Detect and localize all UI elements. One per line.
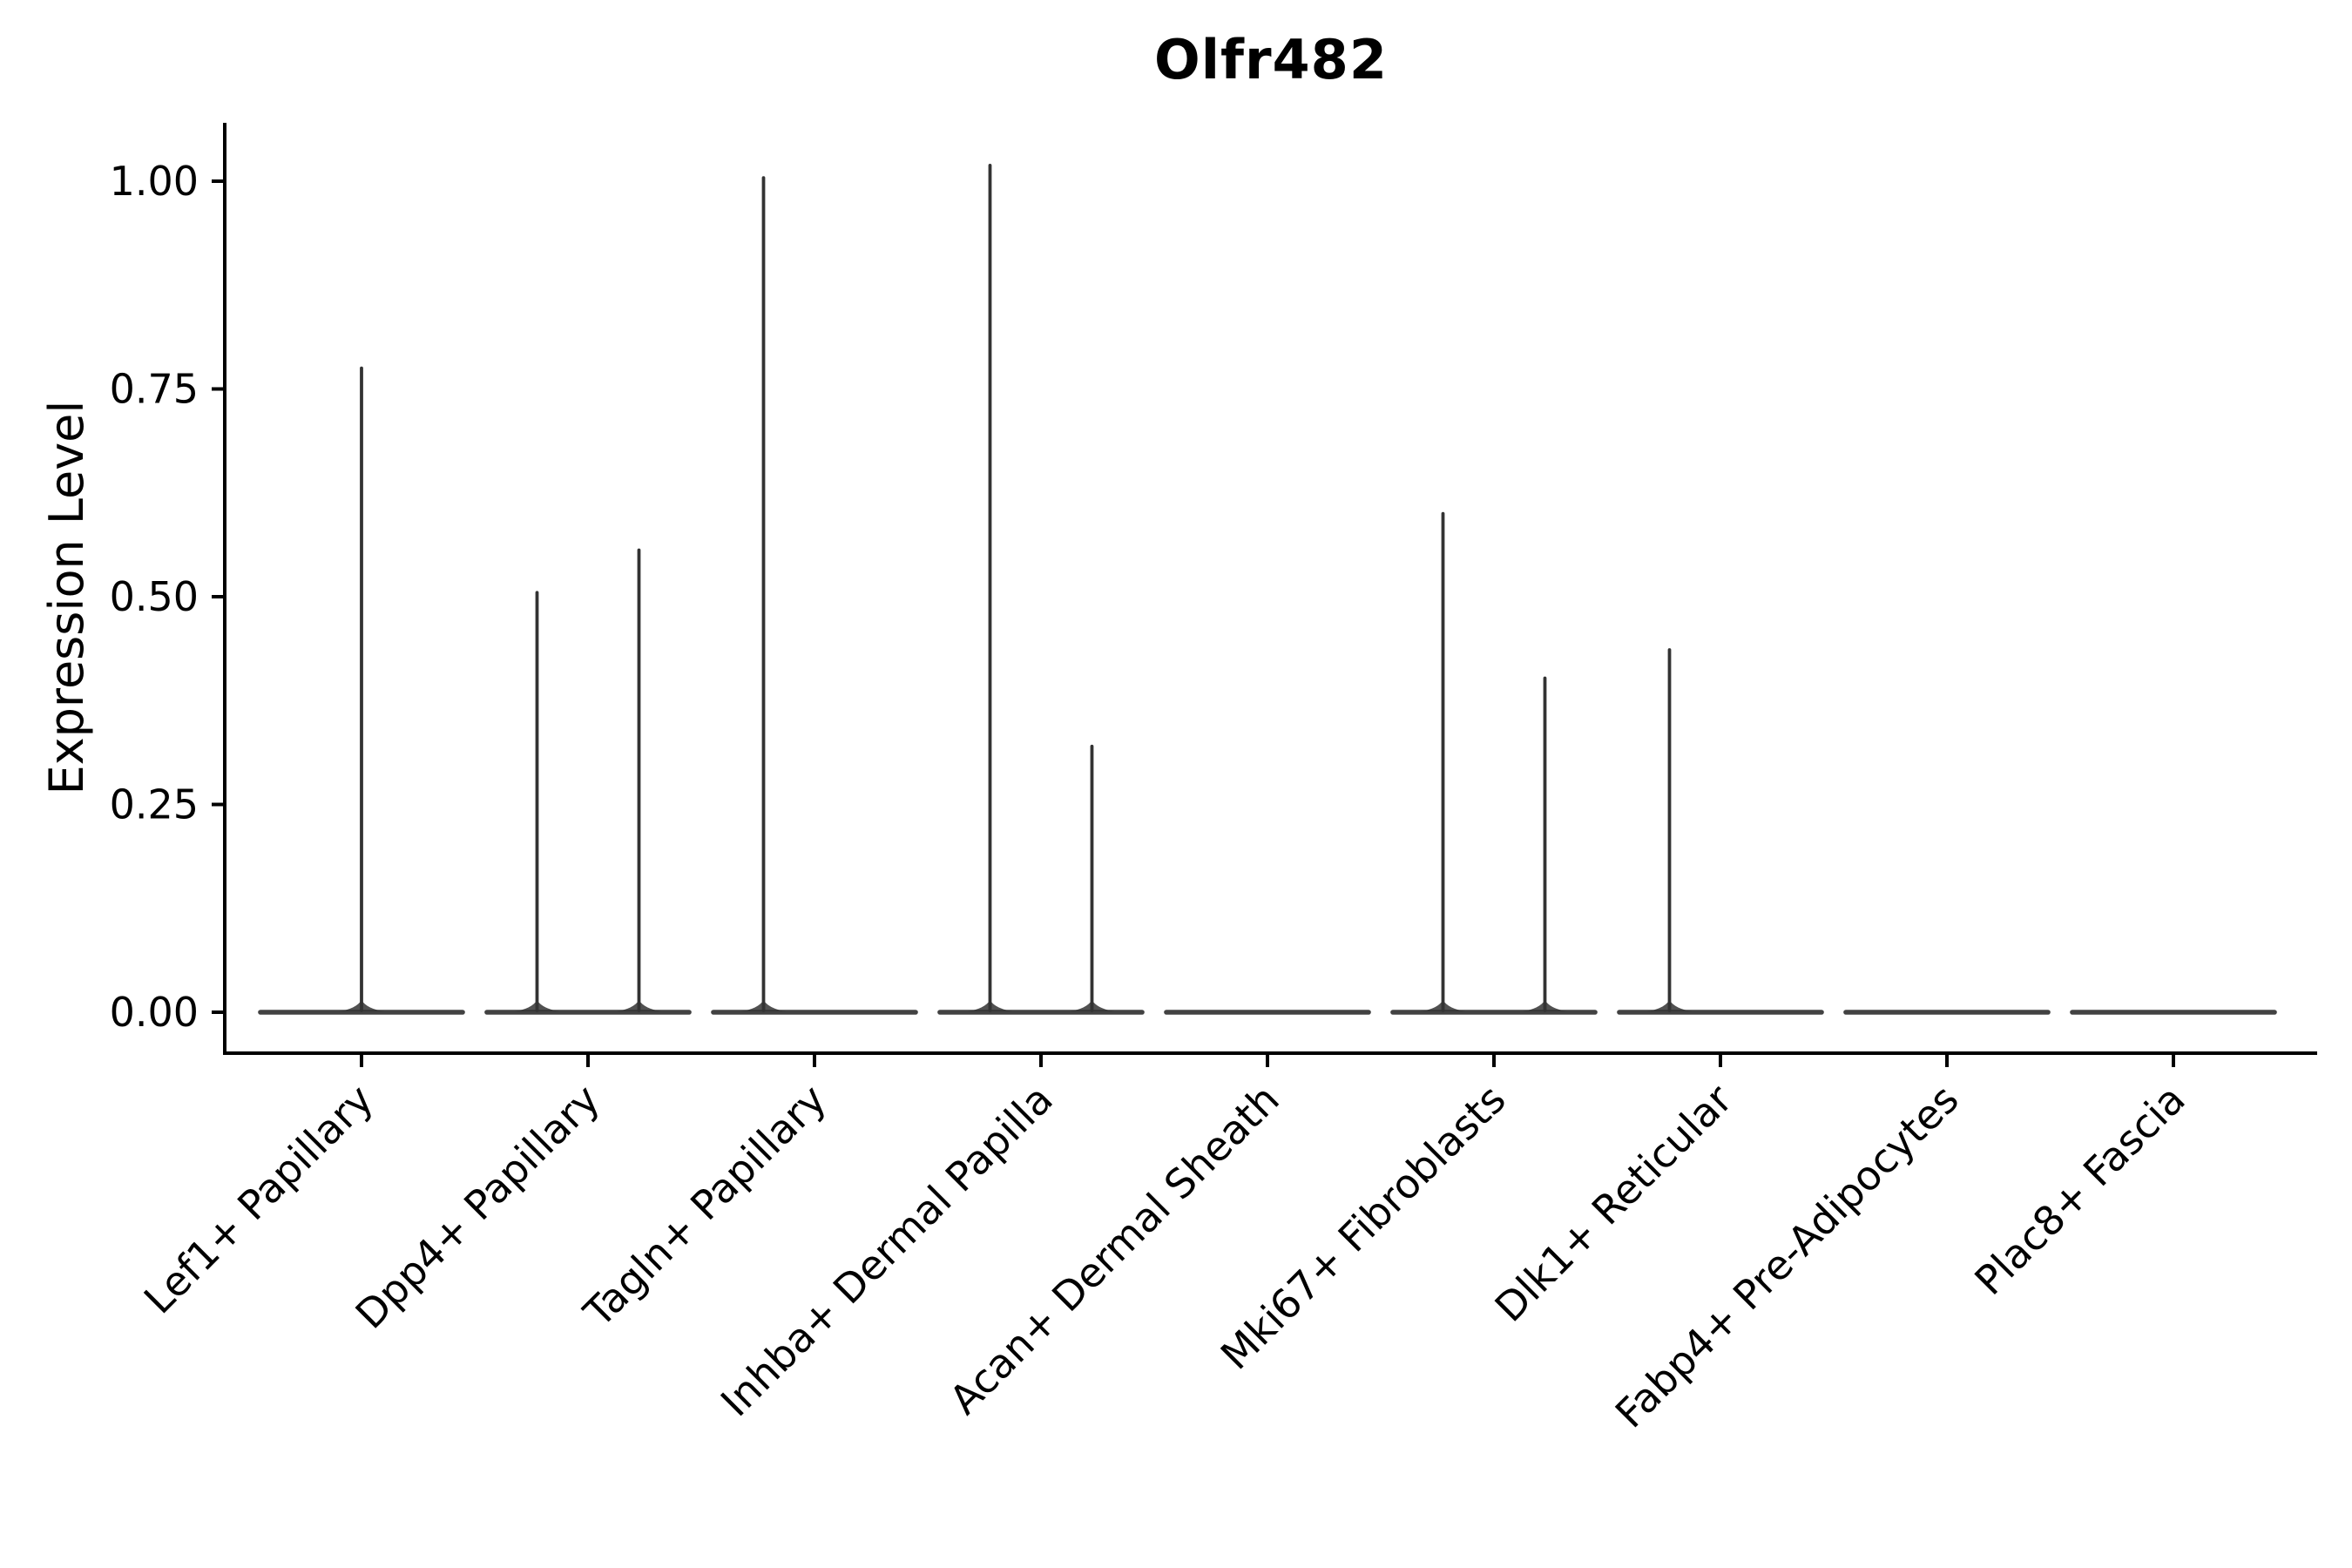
y-tick-label: 0.00 bbox=[110, 989, 199, 1036]
x-tick-label: Dlk1+ Reticular bbox=[1486, 1076, 1741, 1331]
y-tick-label: 0.50 bbox=[110, 573, 199, 620]
x-tick-label: Lef1+ Papillary bbox=[135, 1076, 382, 1323]
y-tick-label: 0.25 bbox=[110, 781, 199, 828]
y-tick-label: 1.00 bbox=[110, 158, 199, 205]
x-tick-label: Tagln+ Papillary bbox=[574, 1076, 835, 1337]
x-tick-label: Dpp4+ Papillary bbox=[347, 1076, 609, 1338]
y-tick-label: 0.75 bbox=[110, 366, 199, 413]
x-tick-label: Plac8+ Fascia bbox=[1965, 1076, 2193, 1304]
chart-title: Olfr482 bbox=[1154, 28, 1388, 91]
